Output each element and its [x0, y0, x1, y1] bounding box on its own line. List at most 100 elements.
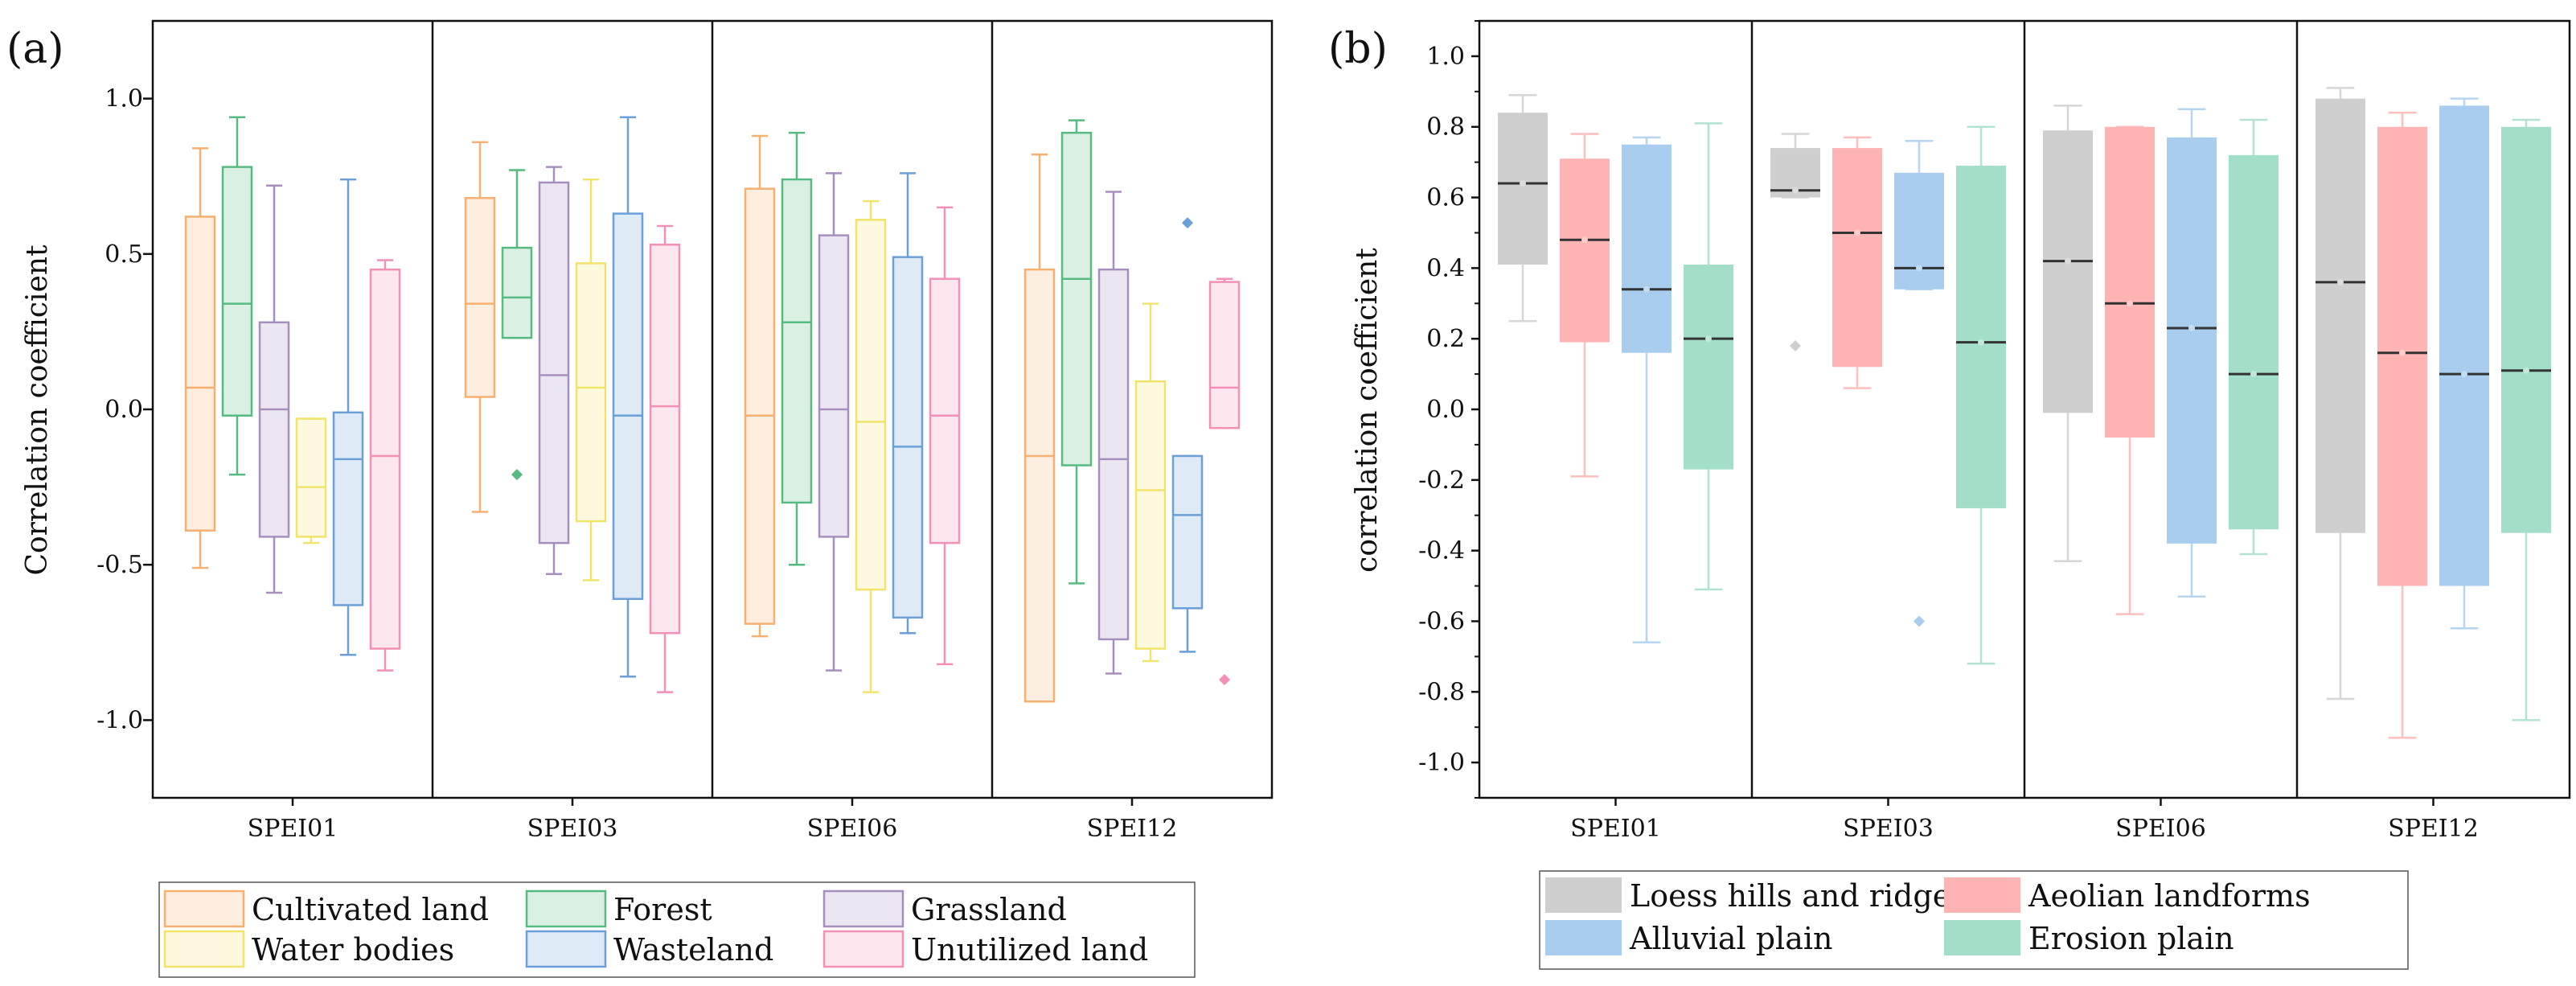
box-forest-spei01 [221, 116, 253, 476]
box-iqr [649, 243, 681, 635]
x-category-label: SPEI06 [807, 815, 898, 843]
box-unutilized-land-spei01 [369, 259, 401, 672]
y-tick-label: 0.2 [1426, 325, 1465, 353]
box-loess-hills-and-ridges-spei06 [2043, 105, 2093, 563]
box-iqr [1894, 172, 1944, 290]
legend-swatch [163, 889, 245, 928]
legend-label: Loess hills and ridges [1630, 878, 1967, 914]
box-iqr [575, 262, 607, 523]
box-iqr [612, 212, 644, 600]
mean-marker [2188, 325, 2195, 332]
legend-label: Wasteland [613, 932, 773, 968]
box-iqr [2229, 154, 2279, 530]
mean-marker [1705, 335, 1712, 343]
legend-label: Forest [613, 892, 712, 927]
y-tick-label: -0.2 [1418, 466, 1465, 495]
box-erosion-plain-spei12 [2501, 118, 2551, 721]
box-wasteland-spei12 [1171, 217, 1204, 653]
box-iqr [258, 321, 290, 538]
box-water-bodies-spei03 [575, 178, 607, 581]
x-category-label: SPEI03 [1843, 815, 1934, 843]
box-iqr [1208, 281, 1241, 429]
mean-marker [2337, 278, 2344, 286]
outlier-point [1182, 217, 1193, 229]
y-tick-label: 0.8 [1426, 113, 1465, 142]
box-iqr [2043, 130, 2093, 413]
box-iqr [184, 216, 216, 532]
box-iqr [295, 417, 327, 538]
box-grassland-spei03 [538, 166, 570, 576]
box-iqr [369, 268, 401, 650]
x-category-label: SPEI01 [1570, 815, 1661, 843]
y-tick-label: 0.4 [1426, 254, 1465, 282]
box-erosion-plain-spei01 [1684, 122, 1733, 591]
box-iqr [1171, 454, 1204, 610]
box-loess-hills-and-ridges-spei12 [2316, 87, 2365, 700]
panel-b: (b) correlation coefficient 1.0 0.8 0.6 0.4… [1328, 19, 2571, 970]
box-water-bodies-spei01 [295, 417, 327, 544]
legend-swatch [1545, 877, 1622, 913]
box-iqr [1956, 166, 2006, 508]
panel-a: (a) Correlation coefficient 1.0 0.5 0.0 -0.… [6, 19, 1274, 978]
legend-label: Water bodies [252, 932, 454, 968]
box-iqr [892, 256, 924, 619]
box-forest-spei03 [501, 169, 533, 481]
legend-label: Erosion plain [2028, 921, 2234, 956]
box-iqr [1134, 380, 1167, 650]
box-iqr [1622, 144, 1672, 353]
box-iqr [818, 234, 850, 538]
y-tick-label: 0.6 [1426, 184, 1465, 212]
box-iqr [221, 166, 253, 417]
box-cultivated-land-spei01 [184, 147, 216, 569]
box-iqr [744, 187, 776, 625]
box-erosion-plain-spei06 [2229, 118, 2279, 556]
box-iqr [1097, 268, 1130, 641]
box-iqr [1560, 158, 1610, 343]
box-wasteland-spei06 [892, 172, 924, 635]
x-category-label: SPEI12 [2388, 815, 2479, 843]
box-forest-spei06 [781, 131, 813, 566]
legend-swatch [163, 930, 245, 968]
mean-marker [2523, 367, 2529, 374]
panel-a-label: (a) [6, 25, 64, 73]
legend-label: Aeolian landforms [2028, 878, 2311, 914]
box-wasteland-spei03 [612, 116, 644, 678]
box-water-bodies-spei06 [855, 199, 887, 693]
box-iqr [2167, 137, 2217, 544]
box-iqr [781, 178, 813, 504]
box-unutilized-land-spei12 [1208, 277, 1241, 686]
mean-marker [1916, 265, 1922, 272]
box-unutilized-land-spei06 [929, 206, 961, 666]
box-iqr [464, 196, 496, 398]
box-grassland-spei12 [1097, 191, 1130, 675]
box-grassland-spei06 [818, 172, 850, 672]
box-cultivated-land-spei12 [1023, 153, 1056, 703]
x-category-label: SPEI01 [248, 815, 338, 843]
legend-label: Cultivated land [252, 892, 489, 927]
legend-label: Grassland [911, 892, 1067, 927]
box-iqr [538, 181, 570, 544]
x-category-label: SPEI12 [1087, 815, 1178, 843]
legend-swatch [525, 889, 607, 928]
box-water-bodies-spei12 [1134, 302, 1167, 663]
box-unutilized-land-spei03 [649, 224, 681, 693]
outlier-point [1914, 615, 1925, 627]
legend-swatch [1545, 920, 1622, 955]
box-iqr [2501, 126, 2551, 533]
y-tick-label: -1.0 [96, 706, 143, 734]
box-cultivated-land-spei06 [744, 134, 776, 638]
mean-marker [2065, 257, 2071, 265]
panel-b-label: (b) [1328, 25, 1388, 73]
legend-swatch [1944, 877, 2020, 913]
mean-marker [1792, 187, 1799, 194]
box-iqr [929, 277, 961, 544]
box-iqr [501, 246, 533, 339]
box-iqr [2105, 126, 2155, 438]
legend-swatch [525, 930, 607, 968]
x-category-label: SPEI03 [527, 815, 618, 843]
box-aeolian-landforms-spei03 [1832, 136, 1882, 389]
panel-b-y-axis-label: correlation coefficient [1351, 248, 1384, 573]
x-category-label: SPEI06 [2115, 815, 2206, 843]
legend-label: Unutilized land [911, 932, 1148, 968]
